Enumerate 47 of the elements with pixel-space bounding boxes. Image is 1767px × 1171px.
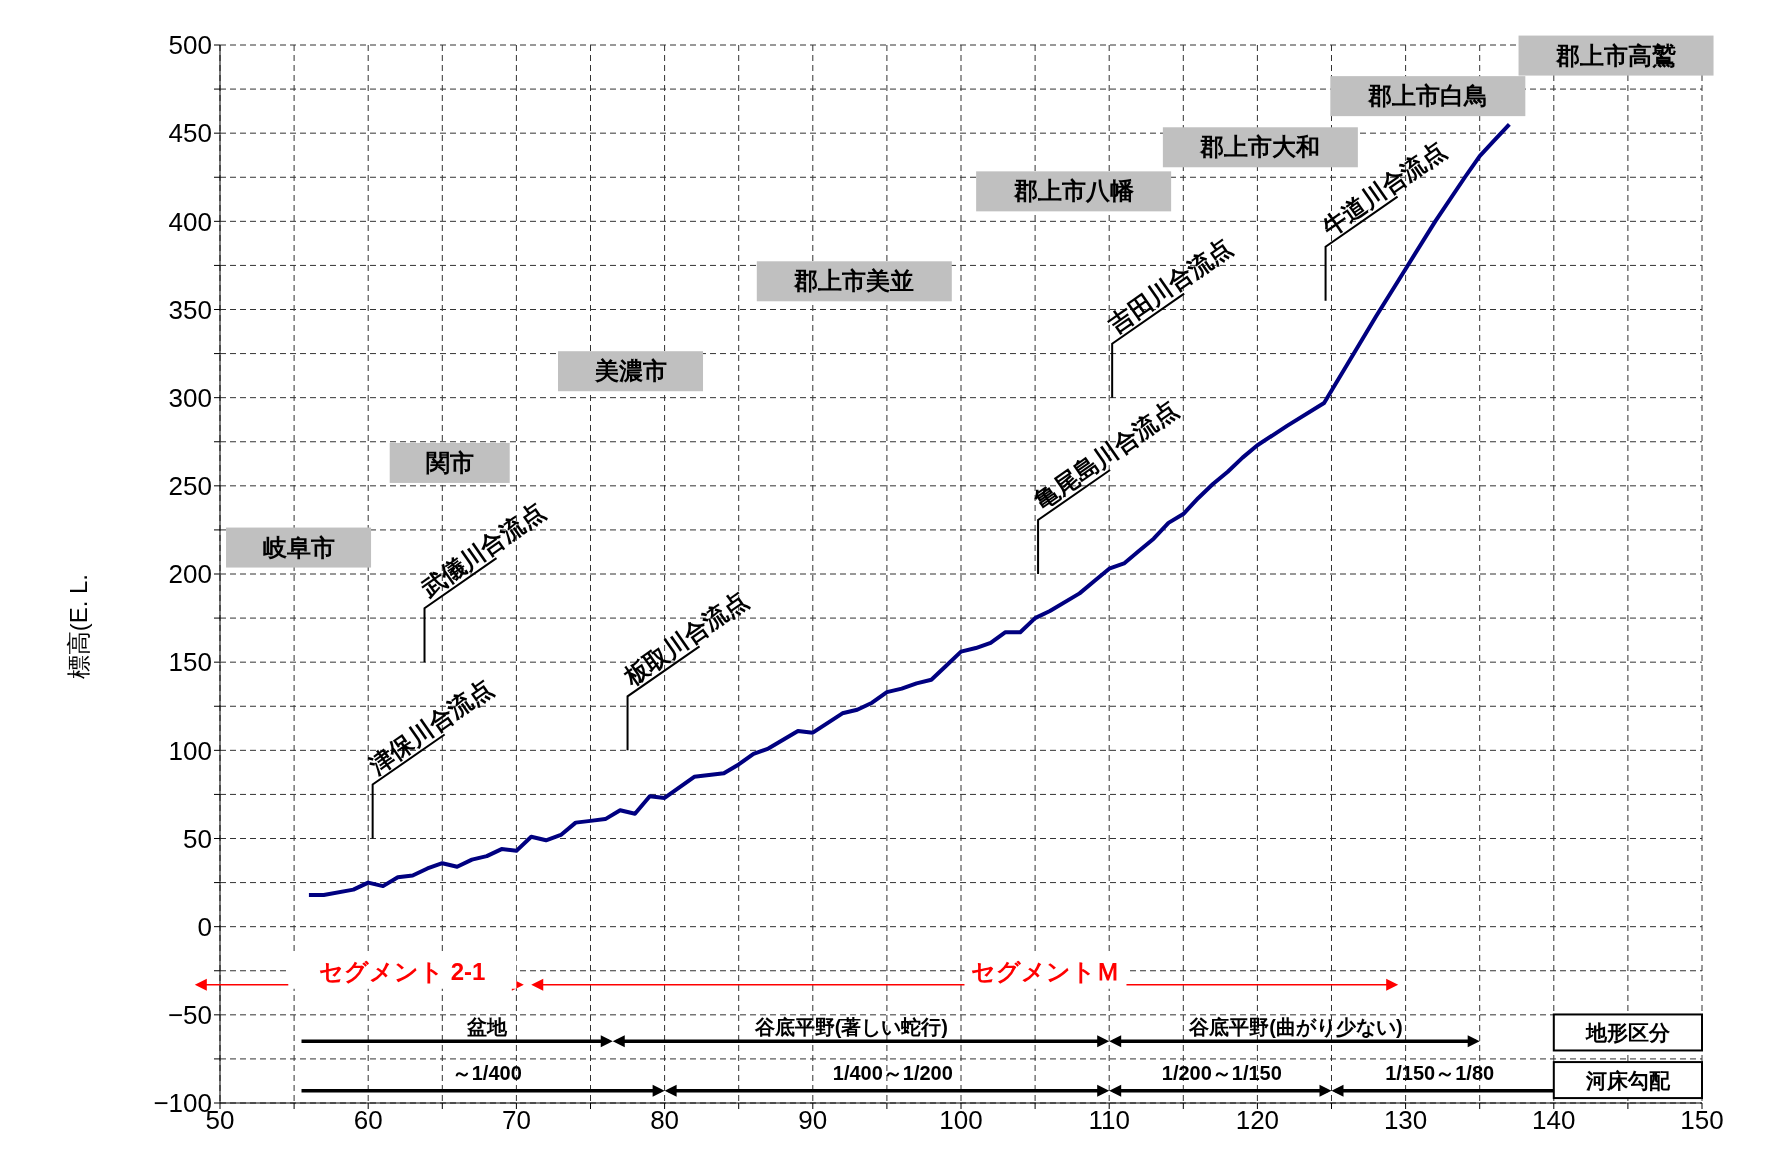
annotation: 吉田川合流点: [1102, 233, 1237, 339]
annotation: 岐阜市: [262, 533, 335, 561]
annotation: 武儀川合流点: [415, 497, 550, 603]
y-tick-label: 400: [168, 206, 212, 237]
annotation: 1/150～1/80: [1385, 1062, 1495, 1085]
annotation: 郡上市美並: [793, 267, 915, 295]
annotation: 地形区分: [1584, 1021, 1671, 1045]
annotation: 郡上市大和: [1199, 133, 1321, 161]
y-axis-title: 標高(E. L.: [64, 574, 92, 680]
x-tick-label: 90: [798, 1105, 828, 1136]
x-tick-label: 130: [1383, 1105, 1428, 1136]
annotation: 盆地: [465, 1016, 508, 1039]
x-tick-label: 80: [650, 1105, 680, 1136]
x-tick-label: 150: [1680, 1105, 1724, 1136]
annotation: ～1/400: [451, 1062, 522, 1085]
annotation: 郡上市白鳥: [1366, 82, 1488, 110]
y-tick-label: 450: [168, 118, 212, 149]
y-tick-label: 350: [168, 294, 212, 325]
annotation: 美濃市: [593, 357, 667, 385]
x-tick-label: 110: [1088, 1105, 1130, 1136]
y-tick-label: 0: [197, 911, 212, 942]
annotation: 郡上市高鷲: [1555, 41, 1677, 69]
annotation: 郡上市八幡: [1012, 177, 1135, 205]
y-tick-label: 250: [168, 471, 212, 502]
annotation: 河床勾配: [1584, 1069, 1671, 1093]
annotation: 亀尾島川合流点: [1028, 395, 1183, 515]
annotation: 谷底平野(著しい蛇行): [753, 1016, 948, 1039]
annotation: 津保川合流点: [363, 673, 498, 780]
x-tick-label: 70: [501, 1105, 531, 1136]
annotation: セグメント 2-1: [319, 957, 486, 985]
annotation: 1/200～1/150: [1161, 1062, 1282, 1085]
annotation: 1/400～1/200: [832, 1062, 953, 1085]
annotation: セグメントＭ: [970, 957, 1120, 985]
y-tick-label: 50: [183, 823, 212, 854]
annotation: 板取川合流点: [618, 585, 753, 691]
y-tick-label: 150: [168, 647, 212, 678]
x-tick-label: 60: [353, 1105, 383, 1136]
y-tick-label: 100: [168, 735, 212, 766]
y-tick-label: 500: [168, 30, 212, 61]
y-tick-label: 200: [168, 559, 212, 590]
annotation: 谷底平野(曲がり少ない): [1188, 1016, 1403, 1039]
y-tick-label: 300: [168, 382, 212, 413]
y-tick-label: −50: [167, 1000, 212, 1031]
x-tick-label: 100: [939, 1105, 983, 1136]
x-tick-label: 140: [1532, 1105, 1576, 1136]
annotation: 関市: [425, 448, 474, 476]
x-tick-label: 120: [1235, 1105, 1280, 1136]
